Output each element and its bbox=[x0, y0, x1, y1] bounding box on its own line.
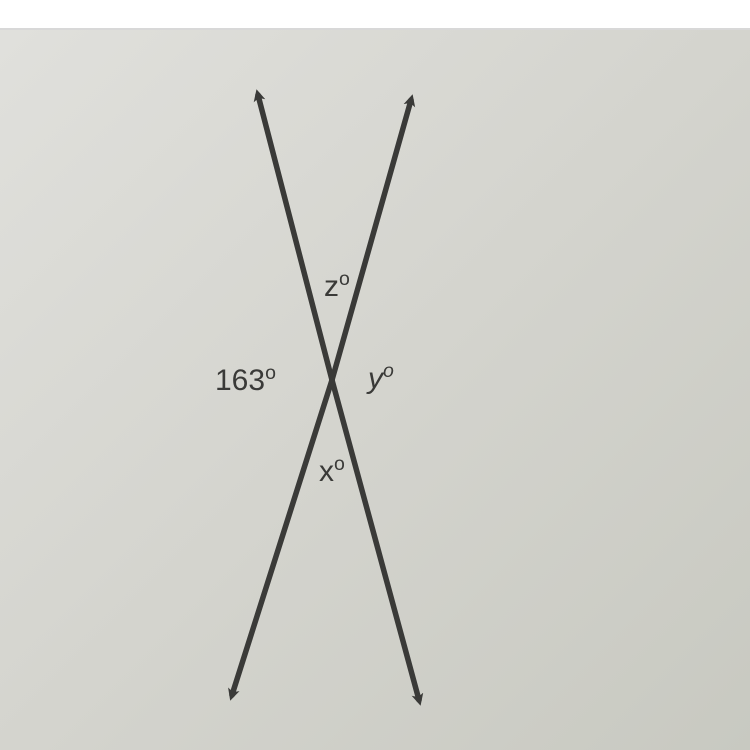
angle-x-label: xo bbox=[319, 453, 345, 489]
diagram-container: 163o zo yo xo bbox=[0, 0, 750, 750]
angle-z-label: zo bbox=[324, 268, 350, 304]
angle-163-label: 163o bbox=[215, 362, 276, 398]
canvas: 163o zo yo xo bbox=[0, 30, 750, 750]
top-edge bbox=[0, 0, 750, 30]
angle-y-label: yo bbox=[368, 360, 394, 396]
